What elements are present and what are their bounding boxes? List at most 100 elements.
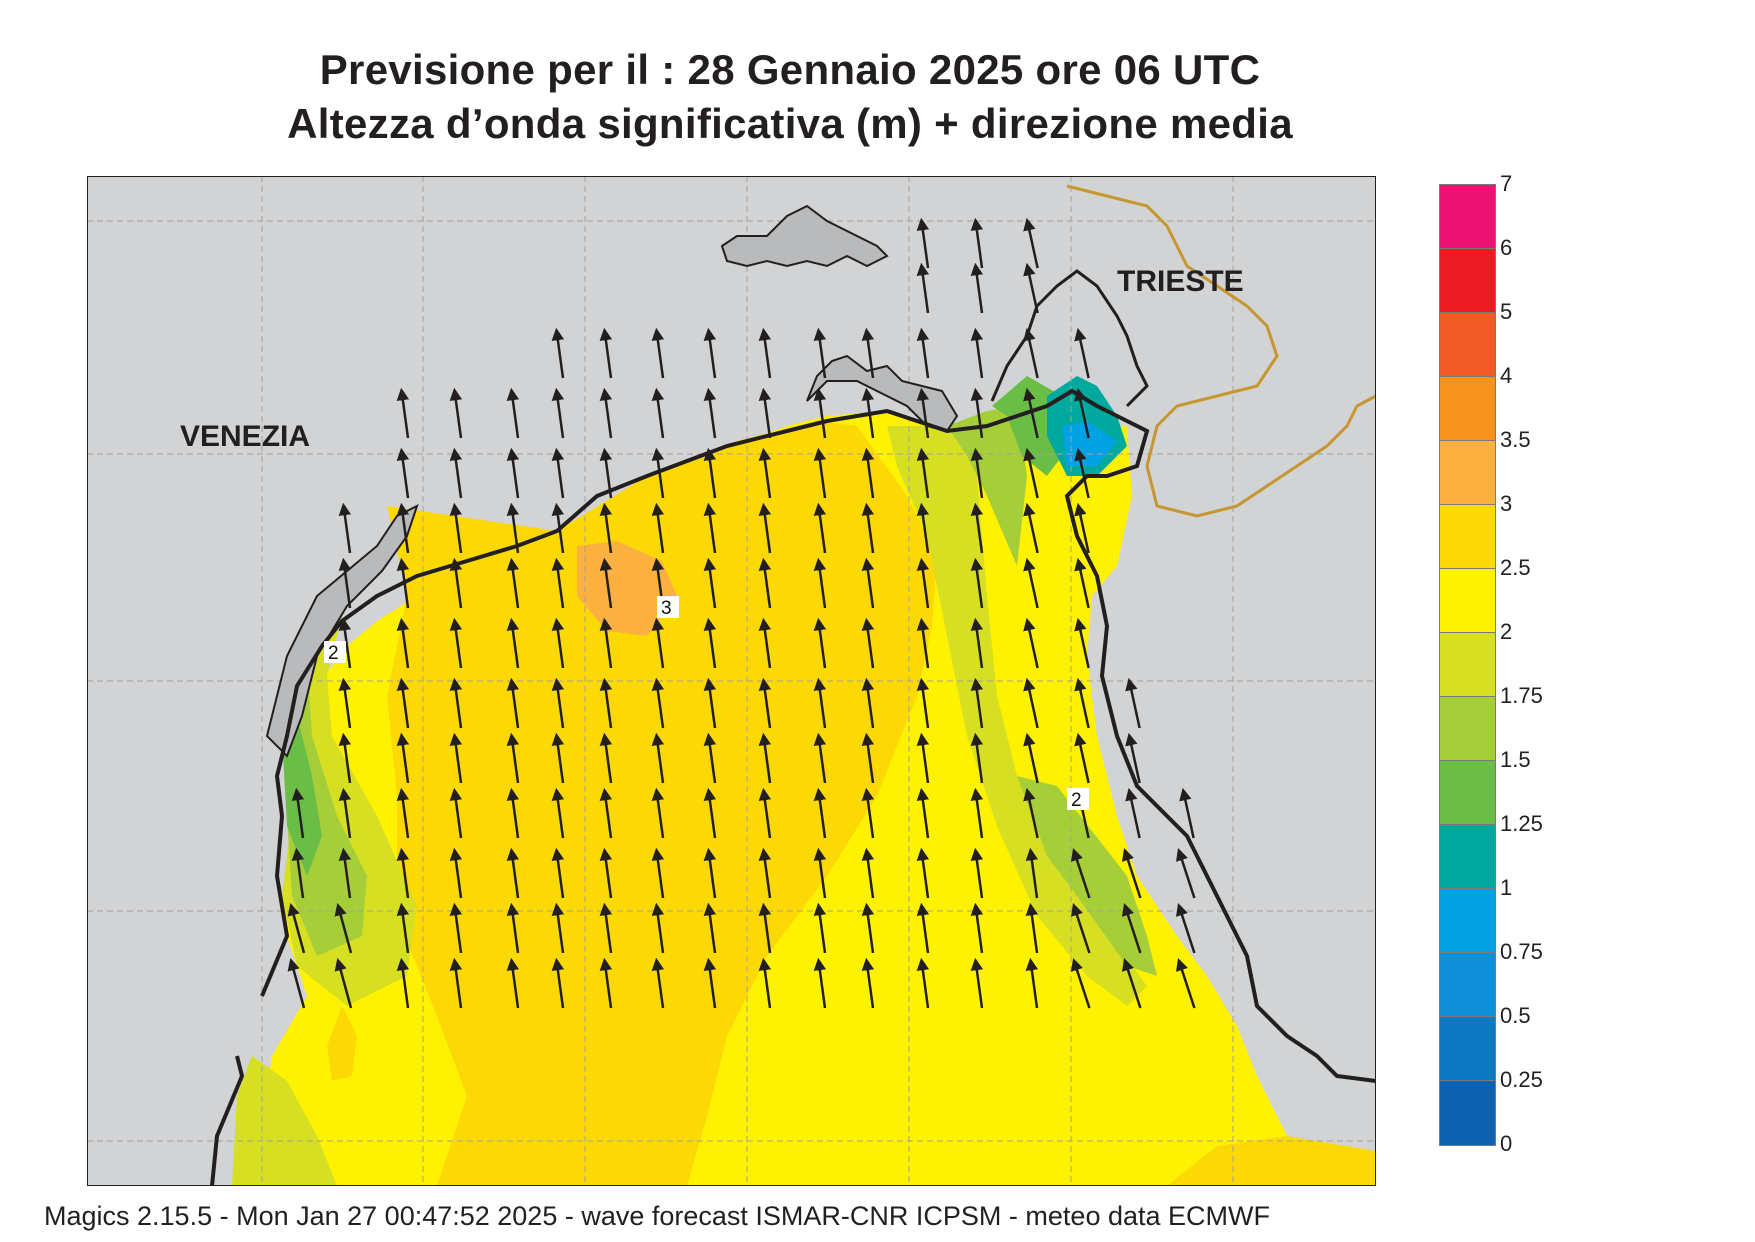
legend-swatch (1439, 440, 1495, 505)
wave-zone-east2-1.5 (1017, 776, 1157, 976)
wave-direction-arrow (758, 557, 772, 609)
wave-direction-arrow (599, 902, 613, 954)
wave-direction-arrow (449, 677, 463, 729)
wave-direction-arrow (970, 902, 984, 954)
wave-direction-arrow (396, 787, 410, 839)
wave-zone-sw-2.5-3 (327, 1006, 357, 1081)
legend-label: 1.5 (1500, 747, 1531, 772)
wave-direction-arrow (506, 617, 520, 669)
wave-direction-arrow (703, 787, 717, 839)
wave-direction-arrow (599, 387, 613, 439)
wave-direction-arrow (651, 447, 665, 499)
wave-direction-arrow (813, 677, 827, 729)
wave-direction-arrow (449, 447, 463, 499)
wave-direction-arrow (758, 787, 772, 839)
wave-direction-arrow (813, 957, 827, 1009)
wave-direction-arrow (1025, 902, 1039, 954)
wave-direction-arrow (396, 957, 410, 1009)
legend-swatch (1439, 696, 1495, 761)
wave-direction-arrow (916, 787, 930, 839)
wave-direction-arrow (551, 387, 565, 439)
wave-direction-arrow (861, 617, 875, 669)
wave-direction-arrow (813, 847, 827, 899)
legend-frame (1439, 184, 1496, 1146)
wave-direction-arrow (651, 787, 665, 839)
wave-direction-arrow (1025, 847, 1039, 899)
wave-direction-arrow (338, 557, 352, 609)
wave-direction-arrow (334, 957, 353, 1009)
map-border (87, 176, 1376, 1186)
coastline (210, 388, 1376, 1186)
wave-direction-arrow (506, 957, 520, 1009)
wave-direction-arrow (396, 732, 410, 784)
wave-direction-arrow (551, 732, 565, 784)
wave-direction-arrow (449, 617, 463, 669)
wave-direction-arrow (916, 847, 930, 899)
wave-direction-arrow (916, 217, 930, 269)
wave-direction-arrow (551, 617, 565, 669)
wave-direction-arrow (861, 557, 875, 609)
wave-direction-arrow (970, 447, 984, 499)
wave-direction-arrow (861, 847, 875, 899)
wave-direction-arrows (287, 217, 1196, 1009)
wave-direction-arrow (813, 447, 827, 499)
wave-direction-arrow (813, 732, 827, 784)
wave-direction-arrow (758, 677, 772, 729)
wave-direction-arrow (338, 617, 352, 669)
wave-direction-arrow (813, 502, 827, 554)
wave-direction-arrow (758, 447, 772, 499)
wave-direction-arrow (599, 732, 613, 784)
wave-direction-arrow (703, 447, 717, 499)
wave-direction-arrow (506, 902, 520, 954)
legend-swatch (1439, 632, 1495, 697)
wave-direction-arrow (758, 617, 772, 669)
contour-label-center: 3 (657, 596, 679, 619)
wave-direction-arrow (916, 447, 930, 499)
wave-direction-arrow (506, 732, 520, 784)
wave-direction-arrow (551, 957, 565, 1009)
wave-direction-arrow (861, 677, 875, 729)
color-legend: 7 6 5 4 3.5 3 2.5 2 1.75 1.5 1.25 1 0.75 0.5 0.25 0 (1439, 173, 1559, 1155)
wave-direction-arrow (396, 447, 410, 499)
wave-direction-arrow (758, 732, 772, 784)
wave-direction-arrow (599, 677, 613, 729)
wave-direction-arrow (287, 902, 306, 954)
legend-label: 3.5 (1500, 427, 1531, 452)
legend-label: 2.5 (1500, 555, 1531, 580)
wave-direction-arrow (1023, 732, 1039, 784)
wave-direction-arrow (813, 327, 827, 379)
wave-direction-arrow (861, 957, 875, 1009)
legend-swatch (1439, 760, 1495, 825)
wave-direction-arrow (599, 847, 613, 899)
legend-swatch (1439, 568, 1495, 633)
legend-label: 1.25 (1500, 811, 1543, 836)
wave-direction-arrow (291, 787, 305, 839)
wave-direction-arrow (970, 787, 984, 839)
wave-direction-arrow (813, 557, 827, 609)
legend-swatch (1439, 504, 1495, 569)
wave-direction-arrow (291, 847, 305, 899)
wave-direction-arrow (916, 557, 930, 609)
wave-direction-arrow (506, 677, 520, 729)
wave-direction-arrow (970, 262, 984, 314)
wave-direction-arrow (758, 387, 772, 439)
wave-direction-arrow (651, 677, 665, 729)
wave-direction-arrow (1074, 327, 1090, 379)
wave-direction-arrow (916, 387, 930, 439)
wave-direction-arrow (449, 732, 463, 784)
graticule (87, 176, 1376, 1186)
legend-swatch (1439, 824, 1495, 889)
wave-direction-arrow (758, 902, 772, 954)
wave-direction-arrow (338, 677, 352, 729)
wave-direction-arrow (703, 387, 717, 439)
wave-direction-arrow (506, 557, 520, 609)
wave-direction-arrow (651, 847, 665, 899)
wave-direction-arrow (449, 787, 463, 839)
wave-direction-arrow (970, 327, 984, 379)
wave-direction-arrow (651, 902, 665, 954)
legend-swatch (1439, 376, 1495, 441)
legend-swatch (1439, 248, 1495, 313)
wave-direction-arrow (1176, 903, 1196, 954)
wave-direction-arrow (703, 732, 717, 784)
wave-direction-arrow (861, 732, 875, 784)
